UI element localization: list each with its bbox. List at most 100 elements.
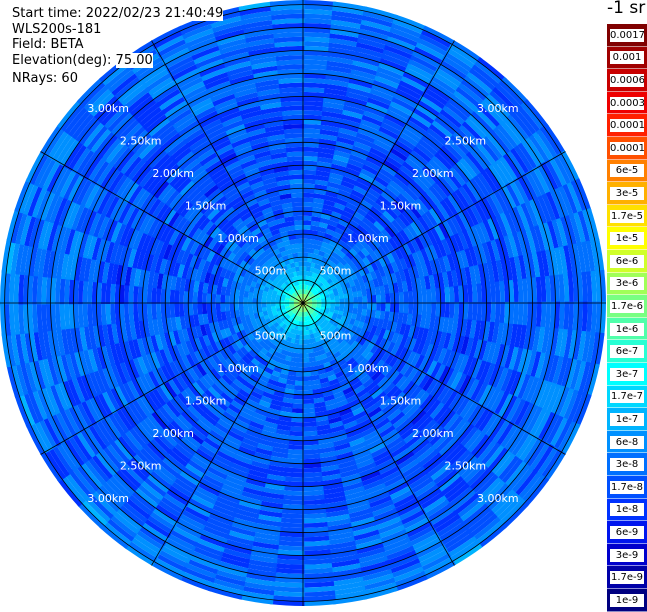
ppi-cell <box>275 299 281 304</box>
ppi-cell <box>377 361 389 375</box>
ppi-cell <box>311 216 322 223</box>
ppi-cell <box>367 209 381 222</box>
ppi-cell <box>375 171 393 185</box>
ppi-cell <box>324 307 330 312</box>
ppi-cell <box>294 261 300 268</box>
ppi-cell <box>366 263 375 274</box>
ppi-cell <box>314 244 322 251</box>
ppi-cell <box>289 239 298 245</box>
ppi-cell <box>290 313 295 318</box>
ppi-cell <box>413 354 425 371</box>
ppi-cell <box>313 284 319 290</box>
colorbar-cell: 0.001 <box>607 46 647 70</box>
ppi-cell <box>238 185 254 196</box>
ppi-cell <box>284 216 295 223</box>
ppi-cell <box>272 390 285 398</box>
ppi-cell <box>298 289 302 295</box>
ppi-cell <box>251 345 261 355</box>
ppi-cell <box>319 217 331 225</box>
ppi-cell <box>187 207 202 223</box>
ppi-cell <box>239 308 245 317</box>
ppi-cell <box>303 307 306 312</box>
ppi-cell <box>314 415 329 422</box>
ppi-cell <box>272 161 290 169</box>
ppi-cell <box>330 315 337 322</box>
ppi-cell <box>353 228 365 239</box>
ppi-cell <box>227 343 237 355</box>
ppi-cell <box>353 278 360 287</box>
ppi-cell <box>398 269 407 283</box>
ppi-cell <box>287 253 294 260</box>
ppi-cell <box>313 401 326 409</box>
ppi-cell <box>390 321 398 334</box>
ppi-cell <box>234 361 245 372</box>
ppi-cell <box>266 306 272 311</box>
ppi-cell <box>277 184 292 191</box>
ppi-cell <box>338 218 350 228</box>
ppi-cell <box>292 211 304 217</box>
ppi-cell <box>240 406 256 417</box>
ppi-cell <box>366 406 382 419</box>
ppi-cell <box>376 302 382 312</box>
ppi-cell <box>248 248 258 258</box>
ppi-cell <box>351 351 362 362</box>
ppi-cell <box>220 359 232 371</box>
ppi-cell <box>213 213 227 227</box>
ppi-cell <box>319 246 328 253</box>
ppi-cell <box>203 235 215 249</box>
ppi-cell <box>308 352 315 358</box>
ppi-cell <box>310 296 316 300</box>
ppi-cell <box>274 237 284 245</box>
ppi-cell <box>248 348 258 358</box>
ppi-cell <box>249 390 263 400</box>
ppi-cell <box>336 374 348 383</box>
ppi-cell <box>286 308 292 313</box>
ppi-cell <box>373 417 390 431</box>
ppi-cell <box>274 385 286 393</box>
ppi-cell <box>229 195 244 207</box>
ppi-cell <box>206 292 212 304</box>
ppi-cell <box>375 394 390 408</box>
ppi-cell <box>172 231 185 248</box>
ppi-cell <box>444 286 450 304</box>
ppi-cell <box>164 362 177 380</box>
ppi-cell <box>419 314 427 330</box>
ppi-cell <box>305 271 310 277</box>
ppi-cell <box>237 274 245 284</box>
ppi-cell <box>165 287 171 304</box>
ppi-cell <box>350 313 357 321</box>
ppi-cell <box>210 382 224 396</box>
ppi-cell <box>328 378 339 387</box>
ppi-cell <box>311 297 317 301</box>
ppi-cell <box>294 299 299 302</box>
ppi-cell <box>293 257 299 263</box>
ppi-cell <box>318 291 325 296</box>
start-time-value: 2022/02/23 21:40:49 <box>85 6 224 21</box>
ppi-cell <box>193 242 204 257</box>
ppi-cell <box>174 288 180 304</box>
ppi-cell <box>168 360 181 378</box>
range-ring-label: 2.00km <box>412 167 454 180</box>
ppi-cell <box>263 386 276 395</box>
ppi-cell <box>255 403 270 413</box>
ppi-cell <box>299 270 304 276</box>
ppi-cell <box>339 235 350 244</box>
ppi-cell <box>302 325 307 331</box>
ppi-cell <box>210 191 226 205</box>
ppi-cell <box>354 354 365 365</box>
ppi-cell <box>234 288 241 297</box>
ppi-cell <box>386 408 402 423</box>
ppi-cell <box>394 302 400 314</box>
ppi-cell <box>284 383 295 390</box>
ppi-cell <box>321 208 334 216</box>
ppi-cell <box>294 303 299 306</box>
ppi-cell <box>262 354 272 363</box>
ppi-cell <box>247 202 261 212</box>
ppi-cell <box>289 283 294 289</box>
ppi-cell <box>213 379 227 393</box>
ppi-cell <box>357 345 367 356</box>
ppi-cell <box>297 289 301 295</box>
ppi-cell <box>350 256 359 266</box>
ppi-cell <box>297 275 301 281</box>
ppi-cell <box>299 307 302 312</box>
